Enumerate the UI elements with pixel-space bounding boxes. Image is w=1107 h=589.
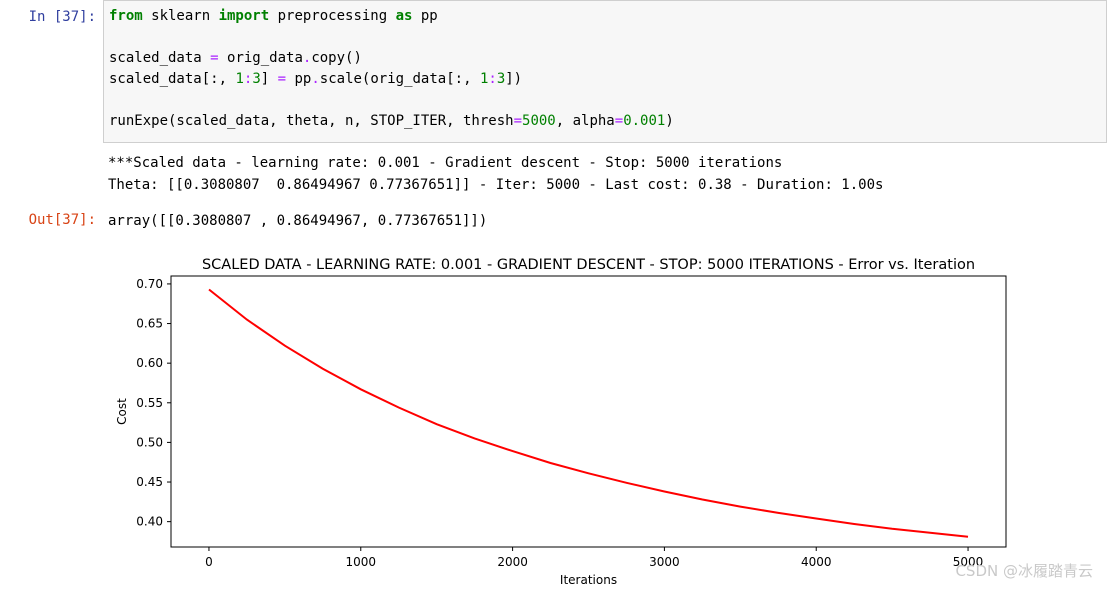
code-token: 0.001 [623,113,666,129]
y-axis-label: Cost [115,398,129,425]
y-tick-label: 0.60 [136,356,163,370]
code-token: ] [260,71,278,87]
code-token: copy() [311,50,362,66]
code-token: scaled_data [109,50,211,66]
output-value: array([[0.3080807 , 0.86494967, 0.773676… [108,213,488,229]
cost-series-line [208,288,969,538]
stdout-line-2: Theta: [[0.3080807 0.86494967 0.77367651… [108,177,884,193]
code-token: 1 [235,71,244,87]
code-line: from sklearn import preprocessing as pp [109,6,438,27]
x-tick-label: 2000 [497,555,528,569]
code-token: : [243,71,253,87]
code-token: scaled_data[:, [109,71,236,87]
y-tick-label: 0.70 [136,277,163,291]
code-token: orig_data [218,50,303,66]
code-token: = [513,113,523,129]
code-token: runExpe(scaled_data, theta, n, STOP_ITER… [109,113,514,129]
code-line: runExpe(scaled_data, theta, n, STOP_ITER… [109,111,674,132]
code-token: as [395,8,413,24]
code-token: = [210,50,219,66]
output-prompt: Out[37]: [28,212,96,228]
x-tick-label: 3000 [649,555,680,569]
stdout-line-1: ***Scaled data - learning rate: 0.001 - … [108,155,783,171]
y-tick-label: 0.65 [136,317,163,331]
code-token: from [109,8,143,24]
code-token: : [488,71,497,87]
code-token: pp [412,8,438,24]
code-token: sklearn [142,8,219,24]
x-tick-label: 0 [205,555,213,569]
x-tick-label: 5000 [953,555,984,569]
code-token: , alpha [555,113,615,129]
code-token: = [277,71,287,87]
y-tick-label: 0.50 [136,435,163,449]
code-token: scale(orig_data[:, [319,71,480,87]
chart-title: SCALED DATA - LEARNING RATE: 0.001 - GRA… [202,257,975,273]
code-token: 3 [252,71,261,87]
code-token: ) [665,113,674,129]
code-token: . [311,71,320,87]
input-prompt: In [37]: [28,9,96,25]
code-cell[interactable]: from sklearn import preprocessing as pp s… [103,0,1107,143]
x-tick-label: 4000 [801,555,832,569]
code-token: 3 [496,71,506,87]
code-token: pp [286,71,312,87]
code-token: preprocessing [269,8,396,24]
code-token: = [614,113,624,129]
x-tick-label: 1000 [345,555,376,569]
code-line: scaled_data[:, 1:3] = pp.scale(orig_data… [109,69,522,90]
code-token: . [302,50,312,66]
y-tick-label: 0.55 [136,396,163,410]
plot-frame [170,275,1007,548]
code-token: 1 [479,71,489,87]
x-axis-label: Iterations [560,573,617,587]
watermark: CSDN @冰履踏青云 [955,562,1093,580]
y-tick-label: 0.45 [136,475,163,489]
y-tick-label: 0.40 [136,515,163,529]
code-line: scaled_data = orig_data.copy() [109,48,362,69]
code-token: 5000 [522,113,556,129]
code-token: import [218,8,270,24]
code-token: ]) [505,71,523,87]
